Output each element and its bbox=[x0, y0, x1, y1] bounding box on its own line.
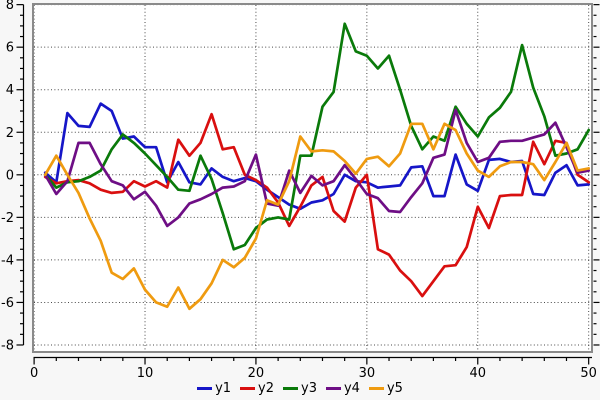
legend-item-y4: y4 bbox=[325, 380, 360, 396]
legend-swatch-y4 bbox=[325, 386, 341, 390]
legend-item-y2: y2 bbox=[240, 382, 274, 395]
x-tick-label: 40 bbox=[469, 366, 486, 381]
legend-item-y3: y3 bbox=[283, 382, 317, 395]
legend-label-y3: y3 bbox=[301, 380, 317, 396]
y-tick-label: 4 bbox=[6, 83, 14, 98]
y-tick-label: 0 bbox=[6, 168, 14, 183]
chart-legend: y1 y2 y3 y4 y5 bbox=[0, 379, 600, 397]
x-tick-label: 30 bbox=[359, 366, 376, 381]
legend-swatch-y3 bbox=[283, 386, 299, 390]
legend-label-y4: y4 bbox=[343, 380, 360, 396]
y-tick-label: 2 bbox=[6, 126, 14, 141]
legend-item-y5: y5 bbox=[368, 380, 403, 396]
legend-label-y5: y5 bbox=[386, 380, 403, 396]
plot-frame bbox=[32, 3, 593, 353]
y-tick-label: 8 bbox=[6, 0, 14, 13]
series-y5 bbox=[43, 122, 591, 311]
legend-label-y2: y2 bbox=[258, 380, 275, 396]
legend-swatch-y5 bbox=[368, 386, 384, 390]
y-tick-label: -2 bbox=[1, 211, 14, 226]
legend-label-y1: y1 bbox=[215, 380, 232, 396]
y-tick-label: -6 bbox=[1, 296, 14, 311]
series-y3 bbox=[43, 22, 591, 251]
legend-swatch-y1 bbox=[197, 386, 213, 390]
y-tick-label: -8 bbox=[1, 338, 14, 353]
x-tick-label: 20 bbox=[248, 366, 265, 381]
series-y4 bbox=[43, 108, 591, 228]
series-y1 bbox=[43, 102, 591, 211]
x-tick-label: 0 bbox=[30, 366, 38, 381]
x-tick-label: 50 bbox=[580, 366, 597, 381]
legend-item-y1: y1 bbox=[197, 382, 231, 395]
y-tick-label: 6 bbox=[6, 41, 14, 56]
legend-swatch-y2 bbox=[240, 386, 256, 390]
y-tick-label: -4 bbox=[1, 253, 14, 268]
x-tick-label: 10 bbox=[137, 366, 154, 381]
